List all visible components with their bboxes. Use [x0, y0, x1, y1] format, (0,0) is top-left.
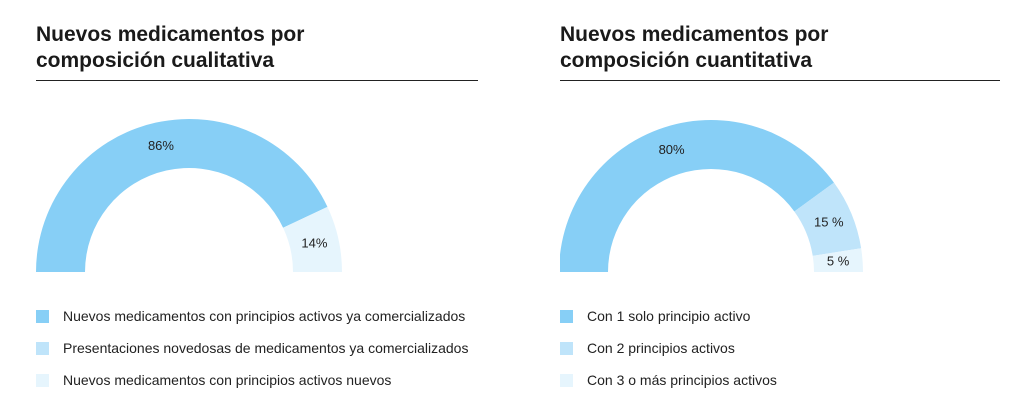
pie-slice	[560, 120, 834, 272]
pie-slice	[794, 182, 862, 256]
data-label: 15 %	[814, 215, 844, 230]
legend-item: Nuevos medicamentos con principios activ…	[36, 300, 478, 332]
legend-swatch	[560, 373, 573, 387]
legend-item: Presentaciones novedosas de medicamentos…	[36, 332, 478, 364]
data-label: 80%	[659, 142, 685, 157]
legend-item: Con 3 o más principios activos	[560, 364, 1000, 396]
chart-panel-quantitative: Nuevos medicamentos por composición cuan…	[560, 0, 1000, 408]
legend-label: Presentaciones novedosas de medicamentos…	[63, 340, 469, 356]
pie-slice	[36, 119, 328, 273]
data-label: 5 %	[827, 253, 850, 268]
chart-legend: Nuevos medicamentos con principios activ…	[36, 300, 478, 396]
chart-title: Nuevos medicamentos por composición cual…	[36, 22, 478, 81]
legend-swatch	[36, 309, 49, 323]
pie-slice	[812, 248, 863, 272]
legend-label: Con 1 solo principio activo	[587, 308, 751, 324]
pie-slice	[283, 206, 342, 272]
data-label: 14%	[301, 235, 327, 250]
legend-label: Con 3 o más principios activos	[587, 372, 777, 388]
data-label: 86%	[148, 138, 174, 153]
legend-item: Con 2 principios activos	[560, 332, 1000, 364]
legend-label: Nuevos medicamentos con principios activ…	[63, 372, 392, 388]
legend-item: Nuevos medicamentos con principios activ…	[36, 364, 478, 396]
legend-item: Con 1 solo principio activo	[560, 300, 1000, 332]
legend-swatch	[36, 373, 49, 387]
legend-swatch	[560, 341, 573, 355]
chart-title: Nuevos medicamentos por composición cuan…	[560, 22, 1000, 81]
half-donut-chart: 86% 14%	[36, 119, 342, 273]
legend-label: Con 2 principios activos	[587, 340, 735, 356]
chart-legend: Con 1 solo principio activo Con 2 princi…	[560, 300, 1000, 396]
chart-panel-qualitative: Nuevos medicamentos por composición cual…	[36, 0, 478, 408]
legend-label: Nuevos medicamentos con principios activ…	[63, 308, 466, 324]
legend-swatch	[36, 341, 49, 355]
legend-swatch	[560, 309, 573, 323]
half-donut-chart: 80% 15 % 5 %	[560, 120, 863, 272]
